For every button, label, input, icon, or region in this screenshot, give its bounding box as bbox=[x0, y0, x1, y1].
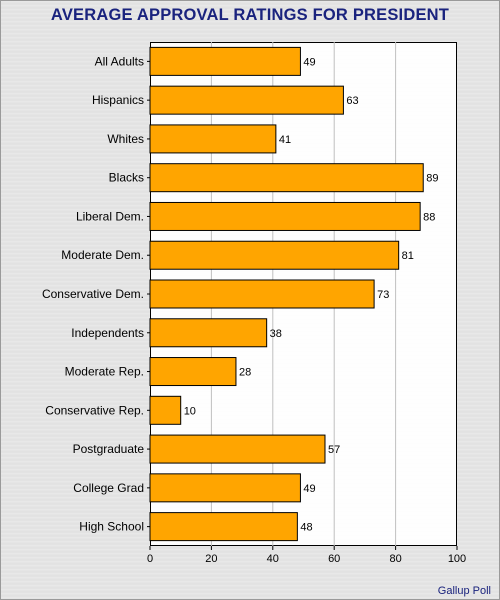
data-label: 10 bbox=[184, 405, 196, 417]
category-label: Hispanics bbox=[92, 93, 144, 107]
data-label: 48 bbox=[300, 522, 312, 534]
bar bbox=[149, 434, 326, 464]
data-label: 73 bbox=[377, 289, 389, 301]
category-label: Conservative Dem. bbox=[42, 287, 144, 301]
category-label: Conservative Rep. bbox=[45, 403, 144, 417]
source-label: Gallup Poll bbox=[437, 585, 491, 597]
category-label: High School bbox=[79, 520, 144, 534]
x-tick-label: 40 bbox=[267, 553, 279, 565]
category-label: Moderate Dem. bbox=[61, 248, 144, 262]
data-label: 38 bbox=[270, 328, 282, 340]
bar bbox=[149, 240, 400, 270]
category-label: College Grad bbox=[73, 481, 144, 495]
bar bbox=[149, 357, 237, 387]
bar bbox=[149, 473, 301, 503]
data-label: 57 bbox=[328, 444, 340, 456]
bar bbox=[149, 512, 298, 542]
data-label: 81 bbox=[402, 250, 414, 262]
bar bbox=[149, 124, 277, 154]
bar bbox=[149, 85, 344, 115]
x-tick-label: 20 bbox=[205, 553, 217, 565]
category-label: Postgraduate bbox=[73, 442, 145, 456]
category-label: All Adults bbox=[95, 54, 144, 68]
category-label: Whites bbox=[107, 132, 144, 146]
bar bbox=[149, 46, 301, 76]
bar bbox=[149, 318, 268, 348]
x-tick-label: 80 bbox=[389, 553, 401, 565]
category-label: Blacks bbox=[109, 171, 144, 185]
data-label: 88 bbox=[423, 211, 435, 223]
bar bbox=[149, 395, 182, 425]
data-label: 89 bbox=[426, 173, 438, 185]
data-label: 49 bbox=[303, 483, 315, 495]
category-label: Independents bbox=[71, 326, 144, 340]
bar bbox=[149, 201, 421, 231]
chart-title: AVERAGE APPROVAL RATINGS FOR PRESIDENT bbox=[50, 6, 450, 24]
x-tick-label: 100 bbox=[448, 553, 466, 565]
x-tick-label: 60 bbox=[328, 553, 340, 565]
category-label: Moderate Rep. bbox=[65, 365, 144, 379]
bar bbox=[149, 279, 375, 309]
data-label: 41 bbox=[279, 134, 291, 146]
data-label: 63 bbox=[346, 95, 358, 107]
bar bbox=[149, 163, 424, 193]
x-tick-label: 0 bbox=[147, 553, 153, 565]
data-label: 28 bbox=[239, 367, 251, 379]
data-label: 49 bbox=[303, 56, 315, 68]
category-label: Liberal Dem. bbox=[76, 209, 144, 223]
